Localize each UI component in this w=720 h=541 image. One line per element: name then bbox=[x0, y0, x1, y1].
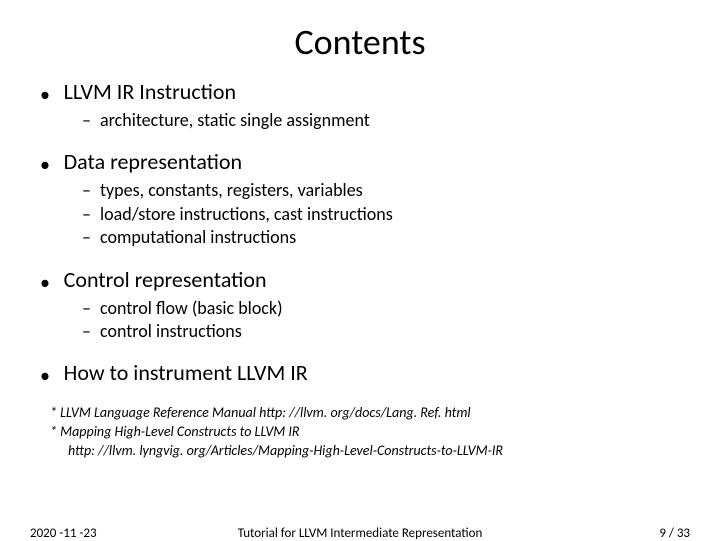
sub-item-text: architecture, static single assignment bbox=[100, 109, 370, 131]
page-total: 33 bbox=[677, 526, 690, 541]
sub-item-text: load/store instructions, cast instructio… bbox=[100, 203, 393, 225]
slide: Contents LLVM IR Instruction architectur… bbox=[0, 0, 720, 540]
section-sublist: types, constants, registers, variables l… bbox=[50, 179, 690, 249]
section-sub-item: control flow (basic block) bbox=[100, 297, 690, 320]
sub-item-text: control flow (basic block) bbox=[100, 297, 283, 319]
section-sub-item: control instructions bbox=[100, 320, 690, 343]
page-current: 9 bbox=[659, 526, 666, 541]
section-sub-item: computational instructions bbox=[100, 226, 690, 249]
section-2: Control representation control flow (bas… bbox=[50, 266, 690, 344]
page-sep: / bbox=[666, 526, 677, 541]
references: * LLVM Language Reference Manual http: /… bbox=[30, 404, 690, 461]
sub-item-text: control instructions bbox=[100, 320, 242, 342]
section-1: Data representation types, constants, re… bbox=[50, 148, 690, 249]
section-sublist: control flow (basic block) control instr… bbox=[50, 297, 690, 344]
section-heading: Data representation bbox=[64, 148, 242, 175]
sub-item-text: computational instructions bbox=[100, 226, 296, 248]
reference-line: * LLVM Language Reference Manual http: /… bbox=[50, 404, 690, 423]
section-sub-item: load/store instructions, cast instructio… bbox=[100, 203, 690, 226]
reference-line: * Mapping High-Level Constructs to LLVM … bbox=[50, 423, 690, 442]
page-title: Contents bbox=[30, 20, 690, 64]
section-heading: LLVM IR Instruction bbox=[64, 78, 236, 105]
section-sublist: architecture, static single assignment bbox=[50, 109, 690, 132]
contents-list: LLVM IR Instruction architecture, static… bbox=[30, 78, 690, 388]
section-heading: How to instrument LLVM IR bbox=[64, 359, 308, 386]
section-sub-item: architecture, static single assignment bbox=[100, 109, 690, 132]
footer-title: Tutorial for LLVM Intermediate Represent… bbox=[0, 526, 720, 541]
section-0: LLVM IR Instruction architecture, static… bbox=[50, 78, 690, 132]
section-3: How to instrument LLVM IR bbox=[50, 359, 690, 388]
footer-page-number: 9 / 33 bbox=[659, 526, 690, 541]
sub-item-text: types, constants, registers, variables bbox=[100, 179, 363, 201]
section-sub-item: types, constants, registers, variables bbox=[100, 179, 690, 202]
section-heading: Control representation bbox=[64, 266, 267, 293]
reference-line: http: //llvm. lyngvig. org/Articles/Mapp… bbox=[50, 442, 690, 461]
